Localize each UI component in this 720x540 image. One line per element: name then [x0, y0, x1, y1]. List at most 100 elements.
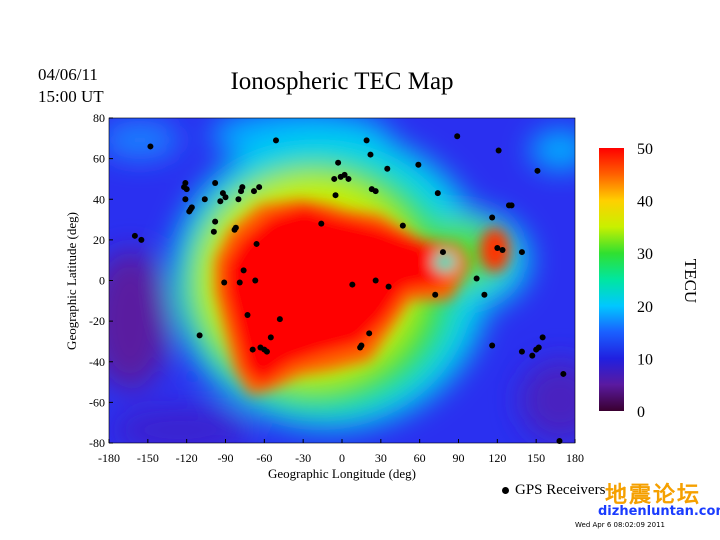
- gps-receiver-point: [556, 437, 563, 444]
- gps-receiver-point: [439, 249, 446, 256]
- gps-receiver-point: [236, 279, 243, 286]
- gps-receiver-point: [183, 186, 190, 193]
- gps-receiver-point: [508, 202, 515, 209]
- legend: GPS Receivers: [502, 482, 605, 499]
- gps-receiver-point: [434, 190, 441, 197]
- gps-receiver-point: [494, 245, 501, 251]
- watermark-url: dizhenluntan.com: [598, 504, 720, 519]
- gps-receiver-point: [147, 143, 154, 150]
- x-tick-label: -150: [137, 451, 159, 465]
- gps-receiver-point: [539, 334, 546, 341]
- gps-receiver-point: [367, 151, 374, 158]
- x-tick-label: 90: [453, 451, 465, 465]
- y-tick-label: -60: [89, 395, 105, 409]
- gps-receiver-point: [529, 352, 536, 359]
- timestamp: Wed Apr 6 08:02:09 2011: [575, 521, 665, 529]
- colorbar-ticks: 0 10 20 30 40 50: [637, 141, 653, 421]
- gps-receiver-point: [345, 175, 352, 182]
- legend-label: GPS Receivers: [515, 482, 606, 498]
- watermark-logo: 地震论坛: [605, 477, 701, 509]
- gps-receiver-point: [518, 348, 525, 355]
- gps-receiver-point: [276, 316, 283, 323]
- colorbar-tick-label: 50: [637, 141, 653, 158]
- gps-receiver-point: [534, 167, 541, 174]
- gps-receiver-point: [368, 186, 375, 193]
- watermark-cn: 地震论坛: [605, 483, 702, 508]
- gps-receiver-point: [188, 204, 195, 211]
- y-tick-label: 80: [93, 111, 105, 125]
- gps-receiver-point: [256, 184, 263, 191]
- gps-receiver-point: [363, 137, 370, 144]
- receiver-dot-icon: [502, 487, 509, 495]
- y-tick-label: 40: [93, 192, 105, 206]
- date-time-label: 04/06/11 15:00 UT: [38, 64, 104, 108]
- gps-receiver-point: [454, 133, 461, 140]
- gps-receiver-point: [332, 192, 339, 199]
- gps-receiver-point: [196, 332, 203, 339]
- gps-receiver-point: [481, 291, 488, 298]
- gps-receiver-point: [250, 188, 257, 195]
- gps-receiver-point: [219, 190, 226, 197]
- x-tick-label: -120: [176, 451, 198, 465]
- gps-receiver-point: [217, 198, 224, 205]
- x-axis-label: Geographic Longitude (deg): [267, 466, 417, 481]
- x-tick-label: -60: [256, 451, 272, 465]
- x-tick-label: -90: [218, 451, 234, 465]
- gps-receiver-point: [221, 279, 228, 286]
- gps-receiver-point: [385, 283, 392, 290]
- date: 04/06/11: [38, 65, 98, 84]
- gps-receiver-point: [182, 196, 189, 203]
- gps-receiver-point: [240, 267, 247, 274]
- x-tick-label: 30: [375, 451, 387, 465]
- colorbar-tick-label: 20: [637, 299, 653, 316]
- map-title: Ionospheric TEC Map: [230, 68, 454, 95]
- colorbar-label: TECU: [681, 258, 700, 304]
- gps-receiver-point: [384, 165, 391, 172]
- gps-receiver-point: [535, 344, 542, 351]
- y-tick-label: 0: [99, 274, 105, 288]
- gps-receivers: [131, 133, 567, 444]
- gps-receiver-point: [252, 277, 259, 284]
- gps-receiver-point: [432, 291, 439, 298]
- gps-receiver-point: [499, 247, 506, 254]
- colorbar-tick-label: 40: [637, 194, 653, 211]
- gps-receiver-point: [372, 277, 379, 284]
- y-tick-label: -80: [89, 436, 105, 450]
- x-tick-label: 150: [527, 451, 545, 465]
- gps-receiver-point: [235, 196, 242, 203]
- colorbar-tick-label: 0: [637, 404, 645, 421]
- gps-receiver-point: [415, 161, 422, 168]
- y-tick-label: 60: [93, 152, 105, 166]
- gps-receiver-point: [212, 180, 219, 186]
- gps-receiver-point: [131, 232, 138, 239]
- y-tick-label: 20: [93, 233, 105, 247]
- y-tick-labels: 80 60 40 20 0 -20 -40 -60 -80: [89, 111, 113, 450]
- gps-receiver-point: [231, 226, 238, 233]
- y-tick-label: -40: [89, 355, 105, 369]
- gps-receiver-point: [473, 275, 480, 282]
- gps-receiver-point: [489, 342, 496, 349]
- gps-receiver-point: [366, 330, 373, 337]
- colorbar-tick-label: 30: [637, 246, 653, 263]
- gps-receiver-point: [331, 175, 338, 182]
- gps-receiver-point: [318, 220, 325, 227]
- gps-receiver-point: [399, 222, 406, 229]
- gps-receiver-point: [489, 214, 496, 221]
- tec-heatmap: [109, 118, 575, 443]
- colorbar-tick-label: 10: [637, 351, 653, 368]
- y-axis-label: Geographic Latitude (deg): [64, 212, 79, 350]
- y-tick-label: -20: [89, 314, 105, 328]
- gps-receiver-point: [341, 171, 348, 178]
- gps-receiver-point: [253, 240, 260, 247]
- gps-receiver-point: [272, 137, 279, 144]
- gps-receiver-point: [263, 348, 270, 355]
- gps-receiver-point: [210, 228, 217, 235]
- gps-receiver-point: [495, 147, 502, 154]
- gps-receiver-point: [267, 334, 274, 341]
- gps-receiver-point: [335, 159, 342, 166]
- gps-receiver-point: [349, 281, 356, 288]
- x-tick-label: 60: [414, 451, 426, 465]
- x-tick-label: 0: [339, 451, 345, 465]
- gps-receiver-point: [357, 344, 364, 351]
- x-tick-label: 180: [566, 451, 584, 465]
